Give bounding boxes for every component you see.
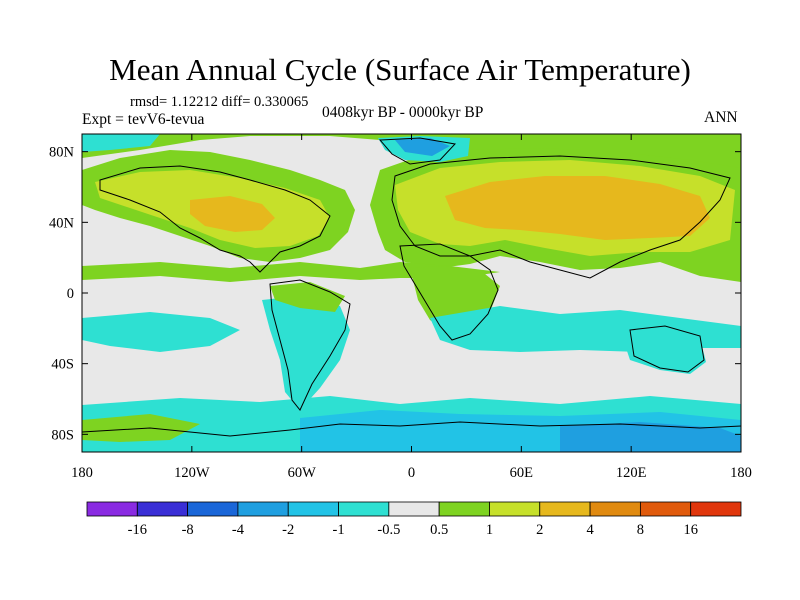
- colorbar: -16 -8 -4 -2 -1 -0.5 0.5 1 2 4 8 16: [86, 501, 742, 538]
- africa-coastline: [399, 243, 499, 341]
- experiment-label: Expt = tevV6-tevua: [82, 111, 205, 128]
- x-tick-label: 180: [71, 465, 93, 481]
- rmsd-diff-stats: rmsd= 1.12212 diff= 0.330065: [130, 94, 309, 110]
- x-axis: 180 120W 60W 0 60E 120E 180: [71, 134, 752, 481]
- colorbar-label: 8: [637, 522, 644, 538]
- colorbar-label: -1: [332, 522, 344, 538]
- australia-cool-region: [620, 328, 706, 374]
- x-tick-label: 0: [408, 465, 415, 481]
- x-tick-label: 120E: [616, 465, 647, 481]
- north-america-hot-region: [190, 196, 275, 232]
- colorbar-label: -2: [282, 522, 294, 538]
- colorbar-label: 1: [486, 522, 493, 538]
- y-tick-label: 40S: [51, 357, 74, 373]
- colorbar-swatch: [690, 501, 742, 517]
- colorbar-swatch: [187, 501, 239, 517]
- colorbar-label: -4: [232, 522, 245, 538]
- arctic-cool-patch: [82, 134, 160, 152]
- season-label: ANN: [704, 109, 738, 126]
- period-label: 0408kyr BP - 0000kyr BP: [322, 104, 484, 121]
- y-tick-label: 80N: [49, 145, 75, 161]
- colorbar-label: 4: [586, 522, 594, 538]
- south-america-cool-region: [262, 296, 350, 410]
- south-america-coastline: [269, 279, 351, 411]
- colorbar-label: -0.5: [377, 522, 400, 538]
- greenland-cooler-region: [395, 138, 450, 156]
- colorbar-label: 2: [536, 522, 543, 538]
- y-tick-label: 40N: [49, 215, 75, 231]
- y-tick-label: 80S: [51, 427, 74, 443]
- north-america-coastline: [99, 165, 331, 273]
- map-title: Mean Annual Cycle (Surface Air Temperatu…: [109, 52, 691, 87]
- x-tick-label: 120W: [174, 465, 210, 481]
- arctic-warm-band: [82, 134, 741, 176]
- south-pacific-cool-band: [82, 312, 240, 352]
- colorbar-swatch: [287, 501, 339, 517]
- colorbar-label: 16: [683, 522, 698, 538]
- x-tick-label: 60W: [288, 465, 317, 481]
- colorbar-label: -16: [128, 522, 147, 538]
- tropical-band: [82, 262, 500, 282]
- temperature-anomaly-field: [82, 134, 741, 452]
- antarctic-coldest-region: [560, 422, 741, 452]
- antarctic-warm-patch: [82, 414, 200, 442]
- australia-coastline: [629, 325, 705, 373]
- colorbar-swatch: [136, 501, 189, 517]
- eurasia-coastline: [391, 155, 731, 279]
- colorbar-swatch: [539, 501, 591, 517]
- colorbar-swatch: [237, 501, 289, 517]
- colorbar-swatch: [639, 501, 692, 517]
- eurasia-hot-region: [445, 176, 710, 240]
- antarctica-coastline: [82, 421, 741, 437]
- x-tick-label: 60E: [510, 465, 534, 481]
- colorbar-swatch: [489, 501, 541, 517]
- colorbar-swatch: [589, 501, 641, 517]
- x-tick-label: 180: [730, 465, 752, 481]
- greenland-coastline: [378, 137, 457, 165]
- coastlines: [82, 137, 741, 437]
- colorbar-label: 0.5: [430, 522, 448, 538]
- colorbar-swatch: [86, 501, 138, 517]
- colorbar-swatch: [388, 501, 440, 517]
- y-tick-label: 0: [67, 286, 74, 302]
- colorbar-label: -8: [182, 522, 194, 538]
- south-america-green-region: [270, 282, 345, 312]
- y-axis: 80N 40N 0 40S 80S: [49, 145, 741, 443]
- colorbar-swatch: [438, 501, 490, 517]
- colorbar-swatch: [338, 501, 390, 517]
